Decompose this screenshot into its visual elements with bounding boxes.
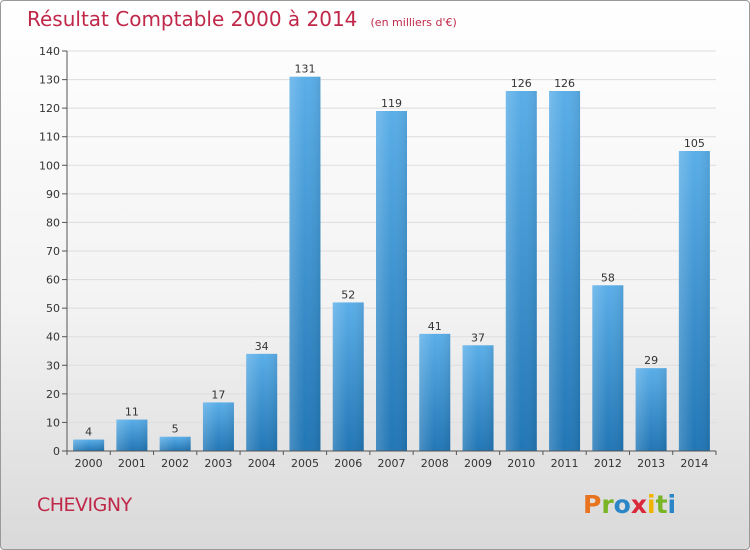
bar-value-label: 17: [211, 388, 225, 401]
chart-title-block: Résultat Comptable 2000 à 2014 (en milli…: [27, 7, 457, 31]
bar-highlight: [592, 285, 624, 451]
x-tick-label: 2012: [594, 457, 622, 470]
bar-highlight: [462, 345, 494, 451]
bar-value-label: 105: [684, 137, 705, 150]
bar-highlight: [332, 302, 364, 451]
bar-highlight: [116, 419, 148, 451]
logo-letter: t: [655, 490, 668, 519]
x-tick-label: 2009: [464, 457, 492, 470]
bar-value-label: 11: [125, 406, 139, 419]
y-tick-label: 70: [46, 245, 60, 258]
y-tick-label: 80: [46, 216, 60, 229]
bar-highlight: [635, 368, 667, 451]
bar-value-label: 119: [381, 97, 402, 110]
logo-letter: x: [630, 490, 647, 519]
bar-highlight: [202, 402, 234, 451]
x-tick-label: 2010: [507, 457, 535, 470]
logo-letter: o: [613, 490, 631, 519]
y-tick-label: 100: [39, 159, 60, 172]
x-tick-label: 2006: [334, 457, 362, 470]
chart-title: Résultat Comptable 2000 à 2014: [27, 7, 358, 31]
bar-value-label: 58: [601, 271, 615, 284]
y-tick-label: 30: [46, 359, 60, 372]
bar-highlight: [419, 333, 451, 451]
proxiti-logo: Proxiti: [583, 490, 676, 519]
y-tick-label: 50: [46, 302, 60, 315]
bar-highlight: [376, 111, 407, 451]
y-tick-label: 140: [39, 45, 60, 58]
bar-value-label: 29: [644, 354, 658, 367]
x-tick-label: 2001: [118, 457, 146, 470]
x-tick-label: 2014: [680, 457, 708, 470]
bar-highlight: [505, 91, 537, 451]
y-tick-label: 10: [46, 416, 60, 429]
x-tick-label: 2002: [161, 457, 189, 470]
chart-subtitle: (en milliers d'€): [370, 16, 457, 29]
y-tick-label: 90: [46, 188, 60, 201]
bar-highlight: [73, 439, 105, 451]
y-tick-label: 110: [39, 131, 60, 144]
y-tick-label: 20: [46, 388, 60, 401]
y-tick-label: 60: [46, 274, 60, 287]
bar-value-label: 4: [85, 426, 92, 439]
bar-value-label: 131: [294, 63, 315, 76]
x-tick-label: 2003: [204, 457, 232, 470]
bar-highlight: [678, 151, 710, 451]
bar-value-label: 34: [255, 340, 269, 353]
logo-letter: i: [667, 490, 677, 519]
bar-highlight: [246, 353, 278, 451]
y-tick-label: 130: [39, 74, 60, 87]
bar-value-label: 5: [172, 423, 179, 436]
bar-value-label: 126: [554, 77, 575, 90]
labels: 0 10 20 30 40 50 60 70 80 90 100 110 120 130 140 4 2000 1…: [39, 45, 708, 470]
x-tick-label: 2000: [75, 457, 103, 470]
y-tick-label: 0: [53, 445, 60, 458]
x-tick-label: 2011: [551, 457, 579, 470]
x-tick-label: 2013: [637, 457, 665, 470]
x-tick-label: 2008: [421, 457, 449, 470]
x-tick-label: 2004: [248, 457, 276, 470]
y-tick-label: 40: [46, 331, 60, 344]
bar-value-label: 37: [471, 331, 485, 344]
logo-letter: r: [601, 490, 614, 519]
axes: [62, 50, 717, 455]
bar-highlight: [159, 436, 191, 451]
bar-value-label: 41: [428, 320, 442, 333]
x-tick-label: 2007: [378, 457, 406, 470]
x-tick-label: 2005: [291, 457, 319, 470]
commune-name: CHEVIGNY: [37, 494, 132, 516]
bar-highlight: [549, 91, 581, 451]
y-tick-label: 120: [39, 102, 60, 115]
bar-value-label: 52: [341, 288, 355, 301]
logo-letter: i: [647, 490, 656, 519]
bars: [73, 76, 710, 451]
bar-highlight: [289, 76, 321, 451]
bar-value-label: 126: [511, 77, 532, 90]
logo-letter: P: [583, 490, 602, 519]
